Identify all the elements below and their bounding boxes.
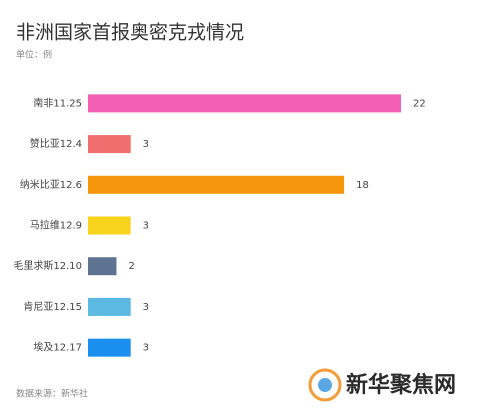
value-label: 3 — [143, 139, 149, 150]
bar — [88, 257, 117, 276]
value-label: 2 — [128, 261, 134, 272]
logo-ring — [308, 368, 342, 402]
category-label: 马拉维12.9 — [30, 219, 82, 232]
bar — [88, 175, 345, 194]
category-label: 赞比亚12.4 — [30, 137, 82, 150]
category-label: 南非11.25 — [33, 96, 82, 109]
value-label: 22 — [413, 98, 426, 109]
logo-dot — [318, 378, 332, 392]
bar — [88, 216, 131, 235]
bar — [88, 297, 131, 316]
value-label: 3 — [143, 302, 149, 313]
subtitle: 单位：例 — [16, 49, 52, 61]
source: 数据来源：新华社 — [16, 388, 88, 400]
bar — [88, 135, 131, 154]
category-label: 毛里求斯12.10 — [13, 259, 82, 272]
category-label: 肯尼亚12.15 — [23, 300, 82, 313]
bar — [88, 338, 131, 357]
category-label: 纳米比亚12.6 — [20, 178, 82, 191]
value-label: 18 — [356, 180, 369, 191]
value-label: 3 — [143, 343, 149, 354]
watermark: 新华聚焦网 — [346, 372, 456, 398]
bar — [88, 94, 401, 113]
value-label: 3 — [143, 221, 149, 232]
watermark-logo — [308, 368, 342, 402]
chart-title: 非洲国家首报奥密克戎情况 — [16, 22, 244, 44]
category-label: 埃及12.17 — [33, 341, 82, 354]
